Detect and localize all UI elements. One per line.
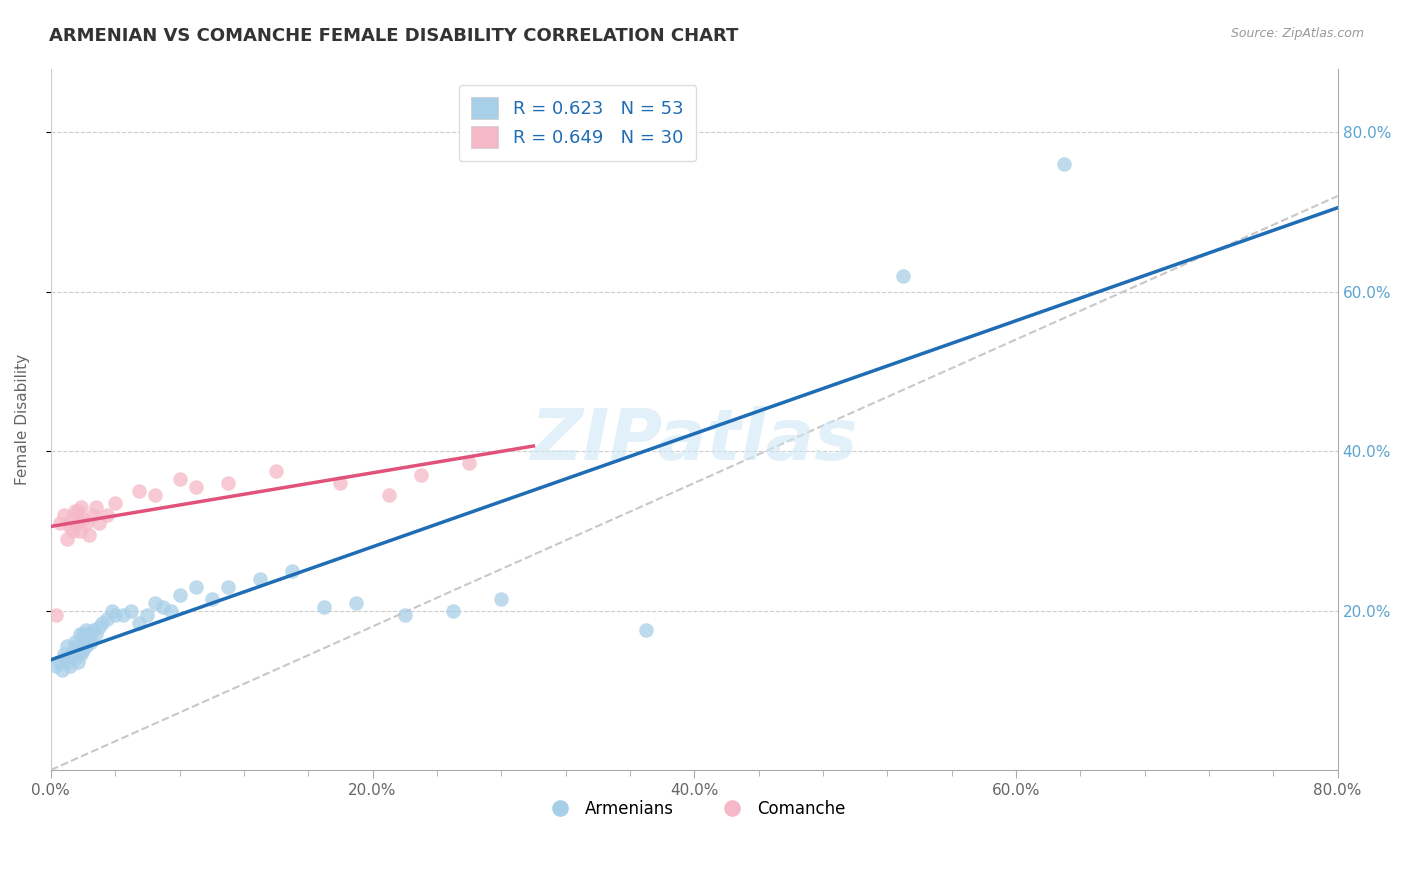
Point	[69, 643, 91, 657]
Point	[59, 520, 82, 534]
Point	[75, 640, 97, 654]
Point	[184, 480, 207, 494]
Point	[120, 603, 142, 617]
Point	[314, 599, 336, 614]
Point	[69, 627, 91, 641]
Point	[84, 500, 107, 514]
Text: ARMENIAN VS COMANCHE FEMALE DISABILITY CORRELATION CHART: ARMENIAN VS COMANCHE FEMALE DISABILITY C…	[49, 27, 738, 45]
Point	[201, 591, 224, 606]
Point	[72, 643, 94, 657]
Point	[394, 607, 416, 622]
Point	[60, 648, 83, 662]
Point	[49, 516, 72, 530]
Point	[217, 476, 239, 491]
Point	[63, 651, 86, 665]
Point	[112, 607, 135, 622]
Point	[128, 615, 150, 630]
Point	[67, 504, 90, 518]
Point	[169, 588, 191, 602]
Point	[409, 468, 432, 483]
Point	[59, 659, 82, 673]
Point	[169, 472, 191, 486]
Y-axis label: Female Disability: Female Disability	[15, 354, 30, 485]
Point	[79, 627, 101, 641]
Point	[51, 664, 73, 678]
Point	[96, 508, 118, 522]
Point	[70, 500, 93, 514]
Point	[56, 532, 79, 546]
Point	[184, 580, 207, 594]
Point	[441, 603, 464, 617]
Point	[80, 635, 103, 649]
Point	[73, 635, 96, 649]
Point	[145, 488, 167, 502]
Point	[1053, 157, 1076, 171]
Point	[136, 607, 159, 622]
Point	[91, 615, 114, 630]
Point	[82, 508, 104, 522]
Point	[329, 476, 352, 491]
Point	[458, 456, 481, 470]
Point	[79, 528, 101, 542]
Point	[63, 635, 86, 649]
Point	[69, 524, 91, 538]
Point	[82, 624, 104, 638]
Point	[72, 512, 94, 526]
Point	[634, 624, 657, 638]
Point	[96, 611, 118, 625]
Text: Source: ZipAtlas.com: Source: ZipAtlas.com	[1230, 27, 1364, 40]
Point	[63, 504, 86, 518]
Point	[65, 516, 87, 530]
Point	[67, 656, 90, 670]
Point	[145, 596, 167, 610]
Point	[45, 659, 67, 673]
Point	[152, 599, 174, 614]
Point	[87, 516, 110, 530]
Point	[76, 632, 98, 646]
Point	[891, 268, 914, 283]
Point	[87, 619, 110, 633]
Text: ZIPatlas: ZIPatlas	[530, 406, 858, 475]
Point	[346, 596, 368, 610]
Point	[45, 607, 67, 622]
Point	[104, 607, 127, 622]
Point	[489, 591, 512, 606]
Point	[72, 627, 94, 641]
Point	[75, 516, 97, 530]
Point	[377, 488, 399, 502]
Point	[62, 524, 84, 538]
Point	[75, 624, 97, 638]
Point	[104, 496, 127, 510]
Point	[101, 603, 124, 617]
Point	[52, 648, 75, 662]
Point	[65, 640, 87, 654]
Point	[60, 512, 83, 526]
Point	[217, 580, 239, 594]
Point	[281, 564, 304, 578]
Point	[53, 651, 76, 665]
Point	[48, 656, 70, 670]
Point	[62, 643, 84, 657]
Point	[56, 656, 79, 670]
Point	[160, 603, 183, 617]
Point	[56, 640, 79, 654]
Point	[52, 508, 75, 522]
Point	[128, 483, 150, 498]
Point	[264, 464, 287, 478]
Point	[249, 572, 271, 586]
Point	[84, 627, 107, 641]
Legend: Armenians, Comanche: Armenians, Comanche	[536, 794, 852, 825]
Point	[70, 648, 93, 662]
